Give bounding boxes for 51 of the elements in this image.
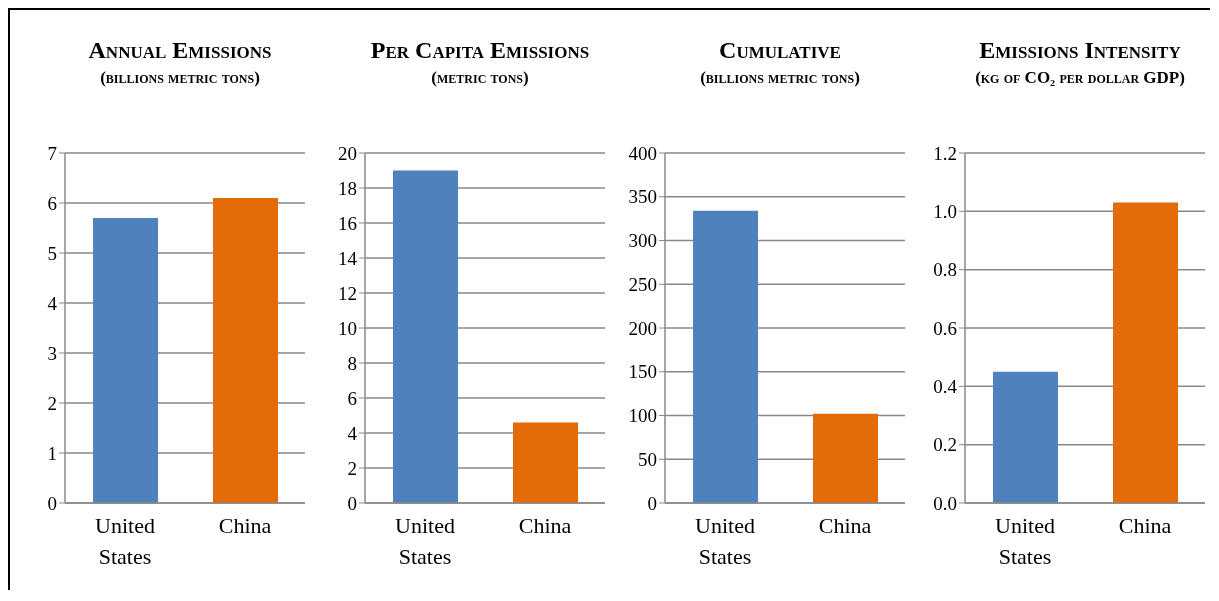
y-tick-label: 2 [347, 457, 357, 479]
y-tick-label: 100 [628, 405, 657, 427]
y-tick-label: 6 [347, 387, 357, 409]
chart-subtitle: (metric tons) [430, 67, 530, 89]
y-tick-label: 50 [638, 448, 657, 470]
y-tick-label: 0 [347, 492, 357, 514]
chart-subtitle: (billions metric tons) [699, 67, 861, 89]
y-tick-label: 400 [628, 142, 657, 164]
y-tick-label: 2 [47, 392, 57, 414]
x-tick-label: China [218, 513, 272, 538]
chart-title: Per Capita Emissions [369, 36, 591, 65]
x-tick-label: United States [695, 513, 755, 569]
x-tick-label: China [818, 513, 872, 538]
chart-title: Annual Emissions [87, 36, 273, 65]
y-tick-label: 0.6 [933, 317, 957, 339]
y-tick-label: 300 [628, 230, 657, 252]
y-tick-label: 200 [628, 317, 657, 339]
y-tick-label: 4 [47, 292, 58, 314]
y-tick-label: 0.8 [933, 259, 957, 281]
x-tick-label: United States [95, 513, 155, 569]
x-tick-label: United States [395, 513, 455, 569]
y-tick-label: 0.0 [933, 492, 957, 514]
y-tick-label: 8 [347, 352, 357, 374]
y-tick-label: 10 [338, 317, 357, 339]
y-tick-label: 3 [47, 342, 57, 364]
x-tick-label: China [1118, 513, 1172, 538]
y-tick-label: 4 [347, 422, 358, 444]
x-tick-label: United States [995, 513, 1055, 569]
y-tick-label: 6 [47, 192, 57, 214]
y-tick-label: 16 [338, 212, 357, 234]
y-tick-label: 1 [47, 442, 57, 464]
x-tick-label: China [518, 513, 572, 538]
y-tick-label: 0.2 [933, 434, 957, 456]
y-tick-label: 14 [338, 247, 358, 269]
y-tick-label: 150 [628, 361, 657, 383]
y-tick-label: 0 [47, 492, 57, 514]
y-tick-label: 20 [338, 142, 357, 164]
y-tick-label: 18 [338, 177, 357, 199]
y-tick-label: 1.2 [933, 142, 957, 164]
y-tick-label: 1.0 [933, 201, 957, 223]
chart-title: Cumulative [718, 36, 842, 65]
y-tick-label: 350 [628, 186, 657, 208]
chart-subtitle: (billions metric tons) [99, 67, 261, 89]
chart-title: Emissions Intensity [978, 36, 1182, 65]
y-tick-label: 0.4 [933, 376, 958, 398]
chart-subtitle: (kg of CO₂ per dollar GDP) [974, 67, 1186, 89]
y-tick-label: 250 [628, 273, 657, 295]
y-tick-label: 5 [47, 242, 57, 264]
y-tick-label: 0 [647, 492, 657, 514]
y-tick-label: 12 [338, 282, 357, 304]
y-tick-label: 7 [47, 142, 57, 164]
